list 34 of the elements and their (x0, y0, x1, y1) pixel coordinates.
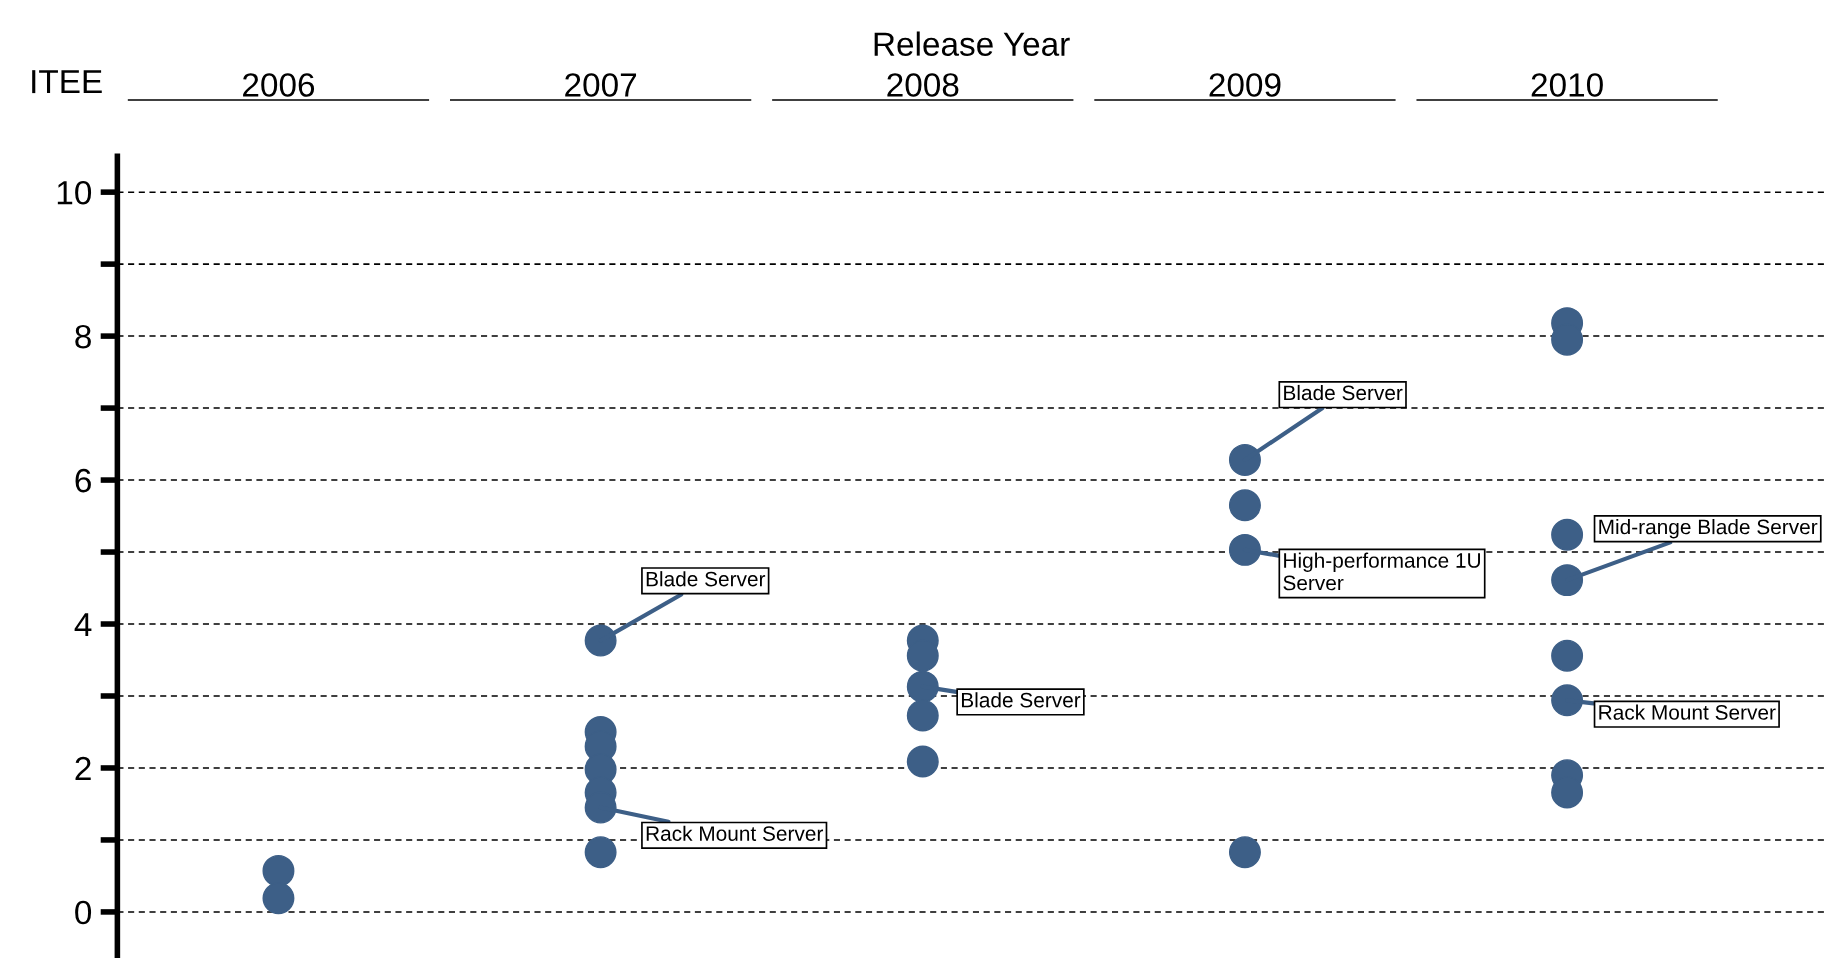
point (1228, 533, 1261, 566)
y-tick-label: 2 (75, 756, 91, 781)
point (1228, 836, 1261, 869)
annotation: High-performance 1U Server (1283, 552, 1480, 591)
y-tick-label: 8 (75, 324, 91, 349)
point (1551, 518, 1584, 551)
point (262, 854, 295, 887)
point (262, 882, 295, 915)
annotation: Blade Server (961, 692, 1081, 708)
x-tick-label: 2007 (565, 73, 637, 97)
annotation: Mid-range Blade Server (1599, 519, 1818, 539)
y-tick-label: 10 (57, 180, 92, 205)
y-axis-title: ITEE (32, 70, 102, 94)
point (906, 699, 939, 732)
point (1228, 443, 1261, 476)
annotation: Rack Mount Server (646, 825, 824, 841)
annotation: Blade Server (646, 571, 766, 587)
point (1551, 639, 1584, 672)
annotation: Rack Mount Server (1599, 704, 1776, 720)
x-tick-label: 2006 (243, 73, 315, 97)
point (1551, 564, 1584, 597)
point (1551, 684, 1584, 717)
y-tick-label: 0 (75, 900, 92, 925)
point (584, 836, 617, 869)
annotation: Blade Server (1284, 384, 1403, 401)
point (584, 624, 617, 657)
y-tick-label: 4 (74, 613, 92, 637)
x-tick-label: 2010 (1531, 73, 1603, 97)
x-tick-label: 2008 (887, 73, 959, 97)
y-tick-label: 6 (75, 468, 91, 493)
point (1228, 489, 1261, 522)
point (906, 745, 939, 778)
x-tick-label: 2009 (1209, 73, 1281, 97)
x-axis-title: Release Year (874, 31, 1070, 56)
